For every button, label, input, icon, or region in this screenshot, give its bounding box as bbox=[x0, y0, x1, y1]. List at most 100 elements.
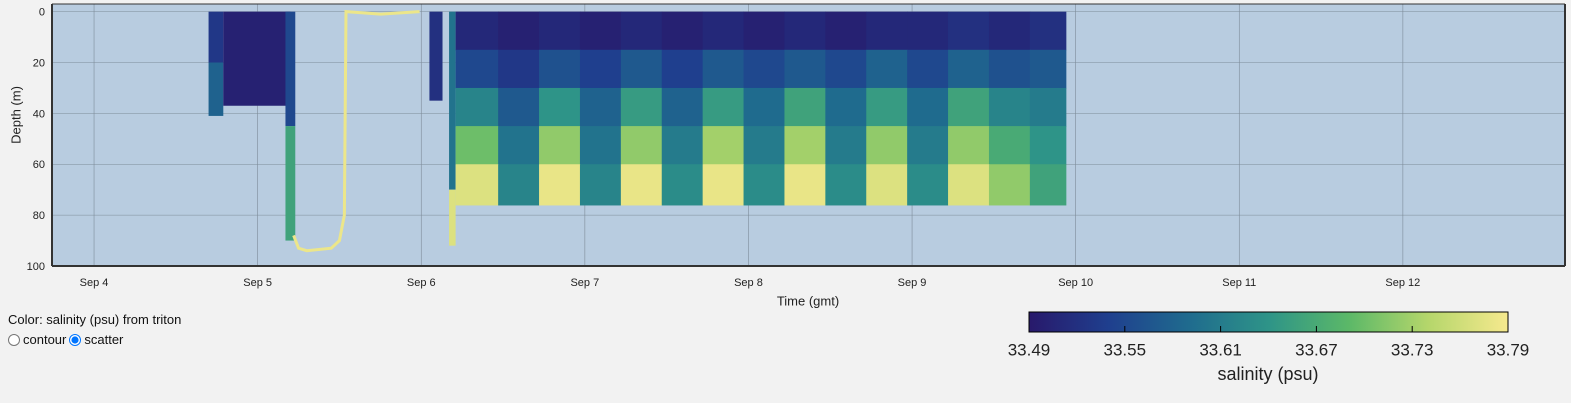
grid-cell bbox=[539, 87, 581, 127]
grid-cell bbox=[702, 49, 745, 89]
y-tick-label: 40 bbox=[33, 108, 45, 120]
grid-cell bbox=[661, 11, 704, 51]
profile-cell bbox=[285, 11, 296, 127]
data-layer bbox=[208, 10, 1067, 253]
colorbar-tick-label: 33.61 bbox=[1199, 340, 1242, 359]
profile-cell bbox=[449, 189, 456, 246]
mode-options: contour scatter bbox=[8, 331, 126, 347]
grid-cell bbox=[988, 49, 1031, 89]
grid-cell bbox=[948, 11, 990, 51]
x-axis-label: Time (gmt) bbox=[777, 293, 839, 308]
grid-cell bbox=[825, 11, 867, 51]
x-tick-label: Sep 11 bbox=[1222, 277, 1256, 289]
grid-cell bbox=[498, 49, 540, 89]
grid-cell bbox=[579, 87, 622, 127]
grid-cell bbox=[866, 87, 908, 127]
grid-cell bbox=[620, 164, 663, 206]
grid-cell bbox=[784, 49, 826, 89]
grid-cell bbox=[498, 11, 540, 51]
grid-cell bbox=[620, 49, 663, 89]
y-tick-label: 20 bbox=[33, 57, 45, 69]
grid-cell bbox=[661, 126, 704, 165]
profile-cell bbox=[223, 11, 291, 106]
grid-cell bbox=[661, 164, 704, 206]
grid-cell bbox=[702, 87, 745, 127]
x-tick-label: Sep 6 bbox=[407, 277, 436, 289]
grid-cell bbox=[539, 11, 581, 51]
grid-cell bbox=[620, 87, 663, 127]
grid-cell bbox=[825, 87, 867, 127]
grid-cell bbox=[907, 49, 949, 89]
grid-cell bbox=[539, 126, 581, 165]
grid-cell bbox=[455, 164, 499, 206]
y-tick-label: 60 bbox=[33, 159, 45, 171]
grid-cell bbox=[988, 126, 1031, 165]
mode-label[interactable]: scatter bbox=[84, 332, 124, 348]
grid-cell bbox=[825, 49, 867, 89]
grid-cell bbox=[579, 49, 622, 89]
grid-cell bbox=[702, 164, 745, 206]
grid-cell bbox=[743, 126, 785, 165]
grid-cell bbox=[455, 49, 499, 89]
grid-cell bbox=[1029, 126, 1067, 165]
grid-cell bbox=[866, 126, 908, 165]
grid-cell bbox=[825, 126, 867, 165]
x-tick-label: Sep 4 bbox=[80, 277, 109, 289]
y-axis-label: Depth (m) bbox=[8, 86, 23, 144]
grid-cell bbox=[498, 164, 540, 206]
grid-cell bbox=[743, 11, 785, 51]
grid-cell bbox=[948, 164, 990, 206]
colorbar-tick-label: 33.67 bbox=[1295, 340, 1338, 359]
grid-cell bbox=[784, 164, 826, 206]
grid-cell bbox=[948, 87, 990, 127]
y-tick-label: 0 bbox=[39, 7, 45, 19]
colorbar-tick-label: 33.55 bbox=[1104, 340, 1147, 359]
x-tick-label: Sep 7 bbox=[570, 277, 599, 289]
grid-cell bbox=[579, 164, 622, 206]
grid-cell bbox=[1029, 11, 1067, 51]
grid-cell bbox=[579, 11, 622, 51]
grid-cell bbox=[866, 49, 908, 89]
profile-cell bbox=[208, 62, 224, 116]
grid-cell bbox=[620, 11, 663, 51]
grid-cell bbox=[455, 87, 499, 127]
colorbar-tick-label: 33.49 bbox=[1008, 340, 1051, 359]
x-tick-label: Sep 9 bbox=[898, 277, 927, 289]
grid-cell bbox=[907, 126, 949, 165]
mode-radio[interactable] bbox=[69, 333, 82, 346]
grid-cell bbox=[1029, 164, 1067, 206]
grid-cell bbox=[866, 11, 908, 51]
grid-cell bbox=[907, 87, 949, 127]
y-tick-label: 80 bbox=[33, 210, 45, 222]
color-label: Color: salinity (psu) from triton bbox=[8, 312, 182, 327]
mode-label[interactable]: contour bbox=[23, 332, 67, 348]
grid-cell bbox=[539, 164, 581, 206]
grid-cell bbox=[579, 126, 622, 165]
colorbar-tick-label: 33.79 bbox=[1487, 340, 1530, 359]
grid-cell bbox=[455, 11, 499, 51]
grid-cell bbox=[702, 126, 745, 165]
mode-radio[interactable] bbox=[8, 333, 20, 346]
grid-cell bbox=[784, 87, 826, 127]
grid-cell bbox=[539, 49, 581, 89]
colorbar-tick-label: 33.73 bbox=[1391, 340, 1434, 359]
grid-cell bbox=[1029, 49, 1067, 89]
grid-cell bbox=[988, 87, 1031, 127]
colorbar bbox=[1028, 311, 1509, 333]
grid-cell bbox=[661, 87, 704, 127]
y-tick-label: 100 bbox=[27, 261, 45, 273]
grid-cell bbox=[988, 164, 1031, 206]
grid-cell bbox=[702, 11, 745, 51]
grid-cell bbox=[743, 49, 785, 89]
profile-cell bbox=[449, 11, 456, 190]
grid-cell bbox=[743, 87, 785, 127]
grid-cell bbox=[661, 49, 704, 89]
grid-cell bbox=[784, 11, 826, 51]
x-tick-label: Sep 12 bbox=[1385, 277, 1420, 289]
grid-cell bbox=[1029, 87, 1067, 127]
grid-cell bbox=[498, 126, 540, 165]
grid-cell bbox=[620, 126, 663, 165]
x-tick-label: Sep 10 bbox=[1058, 277, 1093, 289]
